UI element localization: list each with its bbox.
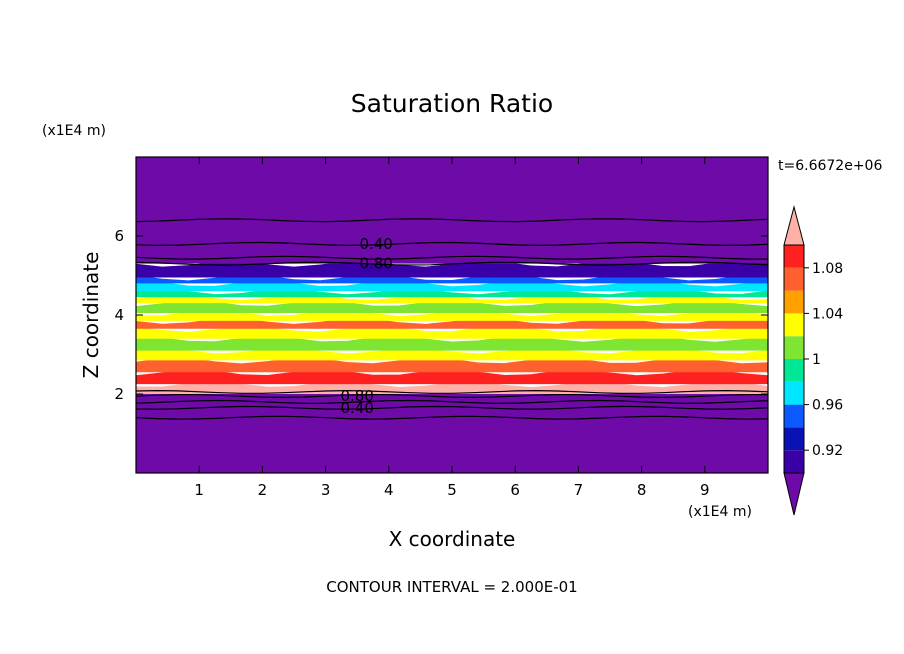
contour-line (136, 389, 768, 395)
x-tick-label: 9 (700, 481, 710, 499)
contour-interval-note: CONTOUR INTERVAL = 2.000E-01 (326, 578, 577, 596)
x-tick-label: 4 (384, 481, 394, 499)
y-tick-label: 2 (114, 385, 124, 403)
colorbar-segment (784, 427, 804, 451)
contour-label: 0.40 (359, 235, 392, 253)
colorbar: 0.92 0.96 1 1.04 1.08 (783, 205, 843, 516)
x-axis-label: X coordinate (389, 527, 516, 551)
colorbar-segment (784, 381, 804, 405)
field-band (136, 394, 768, 473)
colorbar-segment (784, 290, 804, 314)
contour-line (136, 393, 768, 399)
colorbar-tick-label: 1 (812, 352, 821, 368)
contour-label: 0.80 (340, 387, 373, 405)
x-axis-ticks: 1 2 3 4 5 6 7 8 9 (194, 157, 710, 499)
x-axis-unit: (x1E4 m) (688, 504, 752, 520)
contour-line (136, 399, 768, 404)
time-label: t=6.6672e+06 (778, 158, 882, 174)
field-band (136, 335, 768, 351)
colorbar-tick-label: 0.96 (812, 398, 843, 414)
x-tick-label: 5 (447, 481, 457, 499)
colorbar-tick-label: 0.92 (812, 443, 843, 459)
colorbar-segment (784, 267, 804, 291)
colorbar-under-arrow (783, 472, 805, 516)
field-band (136, 347, 768, 361)
x-tick-label: 2 (258, 481, 268, 499)
field-band (136, 381, 768, 394)
field-band (136, 300, 768, 313)
colorbar-segment (784, 245, 804, 268)
contour-line (136, 255, 768, 260)
contour-line (136, 415, 768, 420)
chart-title: Saturation Ratio (351, 89, 553, 118)
contour-line (136, 405, 768, 410)
x-tick-label: 1 (194, 481, 204, 499)
plot-area: 0.400.800.800.40 (136, 157, 768, 473)
contour-line (136, 218, 768, 223)
colorbar-over-arrow (783, 205, 805, 246)
colorbar-tick-label: 1.08 (812, 261, 843, 277)
contour-line (136, 241, 768, 246)
y-tick-label: 4 (114, 306, 124, 324)
colorbar-segment (784, 404, 804, 428)
x-tick-label: 6 (510, 481, 520, 499)
field-band (136, 369, 768, 385)
colorbar-tick-label: 1.04 (812, 306, 843, 322)
y-tick-label: 6 (114, 227, 124, 245)
field-band (136, 357, 768, 373)
y-axis-label: Z coordinate (79, 252, 103, 379)
colorbar-segment (784, 313, 804, 337)
field-band (136, 157, 768, 264)
contour-label: 0.80 (359, 255, 392, 273)
x-tick-label: 7 (574, 481, 584, 499)
contour-line (136, 261, 768, 266)
x-tick-label: 8 (637, 481, 647, 499)
y-axis-unit: (x1E4 m) (42, 123, 106, 139)
colorbar-segment (784, 450, 804, 473)
field-band (136, 325, 768, 339)
x-tick-label: 3 (321, 481, 331, 499)
y-axis-ticks: 2 4 6 (114, 227, 768, 403)
contour-label: 0.40 (340, 399, 373, 417)
colorbar-segment (784, 359, 804, 382)
colorbar-segment (784, 336, 804, 359)
